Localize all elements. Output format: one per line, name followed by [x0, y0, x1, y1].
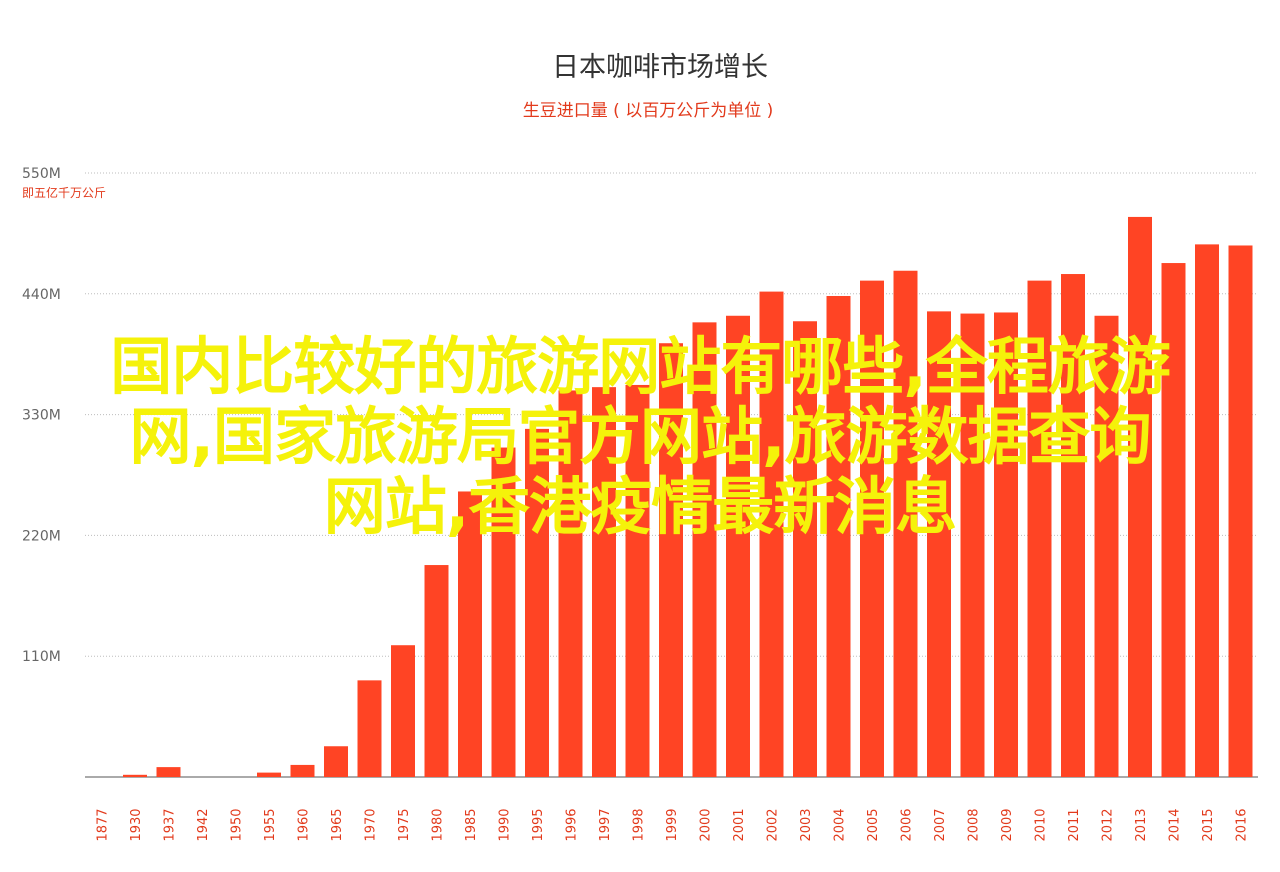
bar-2000	[692, 322, 717, 777]
x-tick-label-2000: 2000	[699, 808, 714, 841]
x-tick-label-2002: 2002	[766, 808, 781, 841]
bar-1970	[357, 680, 382, 777]
x-tick-label-2011: 2011	[1067, 808, 1082, 841]
x-tick-label-2001: 2001	[732, 808, 747, 841]
x-tick-label-2012: 2012	[1101, 808, 1116, 841]
bar-1955	[257, 772, 281, 777]
bar-1997	[592, 387, 616, 777]
bar-2009	[994, 312, 1018, 777]
bar-2006	[893, 270, 918, 777]
x-tick-label-1999: 1999	[665, 808, 680, 841]
y-tick-label: 550M	[22, 166, 61, 182]
x-tick-label-2016: 2016	[1235, 808, 1250, 841]
bar-1990	[491, 447, 516, 777]
x-tick-label-2015: 2015	[1201, 808, 1216, 841]
x-tick-label-2006: 2006	[900, 808, 915, 841]
bar-2013	[1128, 216, 1152, 778]
bar-2007	[927, 311, 951, 777]
x-tick-label-2004: 2004	[833, 808, 848, 841]
x-tick-label-1996: 1996	[565, 808, 580, 841]
bar-2005	[860, 280, 884, 777]
bar-1930	[123, 774, 147, 777]
x-tick-labels: 1877 1930 1937 1942 1950 1955 1960 1965 1970 1975…	[96, 808, 1250, 841]
x-tick-label-2009: 2009	[1000, 808, 1015, 841]
x-tick-label-1990: 1990	[498, 808, 513, 841]
bar-1985	[458, 491, 482, 777]
x-tick-label-1965: 1965	[330, 808, 345, 841]
x-tick-label-2005: 2005	[866, 808, 881, 841]
bar-2008	[960, 313, 985, 777]
y-tick-label: 440M	[22, 287, 61, 303]
bar-1960	[290, 764, 315, 777]
chart-subtitle: 生豆进口量 ( 以百万公斤为单位 )	[523, 101, 773, 121]
x-tick-label-1937: 1937	[163, 808, 178, 841]
y-tick-label: 110M	[22, 649, 61, 665]
y-axis-note: 即五亿千万公斤	[22, 185, 106, 200]
bar-2001	[726, 315, 750, 777]
bars-layer	[123, 216, 1253, 778]
bar-2015	[1195, 244, 1219, 777]
y-tick-label: 330M	[22, 408, 61, 424]
x-tick-label-2007: 2007	[933, 808, 948, 841]
x-tick-label-2003: 2003	[799, 808, 814, 841]
x-tick-label-1955: 1955	[263, 808, 278, 841]
bar-2014	[1161, 263, 1186, 777]
x-tick-label-1975: 1975	[397, 808, 412, 841]
bar-1998	[625, 384, 650, 777]
bar-2002	[759, 291, 784, 777]
x-tick-label-1998: 1998	[632, 808, 647, 841]
x-tick-label-1960: 1960	[297, 808, 312, 841]
bar-2004	[826, 295, 851, 777]
x-tick-label-1995: 1995	[531, 808, 546, 841]
bar-2012	[1094, 315, 1119, 777]
x-tick-label-1980: 1980	[431, 808, 446, 841]
x-tick-label-1930: 1930	[129, 808, 144, 841]
x-tick-label-1942: 1942	[196, 808, 211, 841]
x-tick-label-1877: 1877	[96, 808, 111, 841]
bar-1995	[525, 428, 549, 777]
bar-2003	[793, 321, 817, 777]
x-tick-label-2008: 2008	[967, 808, 982, 841]
chart-title: 日本咖啡市场增长	[552, 52, 768, 83]
y-tick-label: 220M	[22, 528, 61, 544]
x-tick-label-1985: 1985	[464, 808, 479, 841]
x-tick-label-1970: 1970	[364, 808, 379, 841]
bar-1980	[424, 565, 449, 777]
bar-1937	[156, 767, 181, 777]
bar-1999	[659, 343, 683, 777]
x-tick-label-1950: 1950	[230, 808, 245, 841]
x-tick-label-2010: 2010	[1034, 808, 1049, 841]
bar-2011	[1061, 274, 1085, 777]
x-tick-label-2014: 2014	[1168, 808, 1183, 841]
x-tick-label-2013: 2013	[1134, 808, 1149, 841]
bar-1965	[324, 746, 348, 777]
bar-2010	[1027, 280, 1052, 777]
x-tick-label-1997: 1997	[598, 808, 613, 841]
bar-1996	[558, 390, 583, 777]
bar-2016	[1228, 245, 1253, 778]
bar-1975	[391, 645, 415, 777]
